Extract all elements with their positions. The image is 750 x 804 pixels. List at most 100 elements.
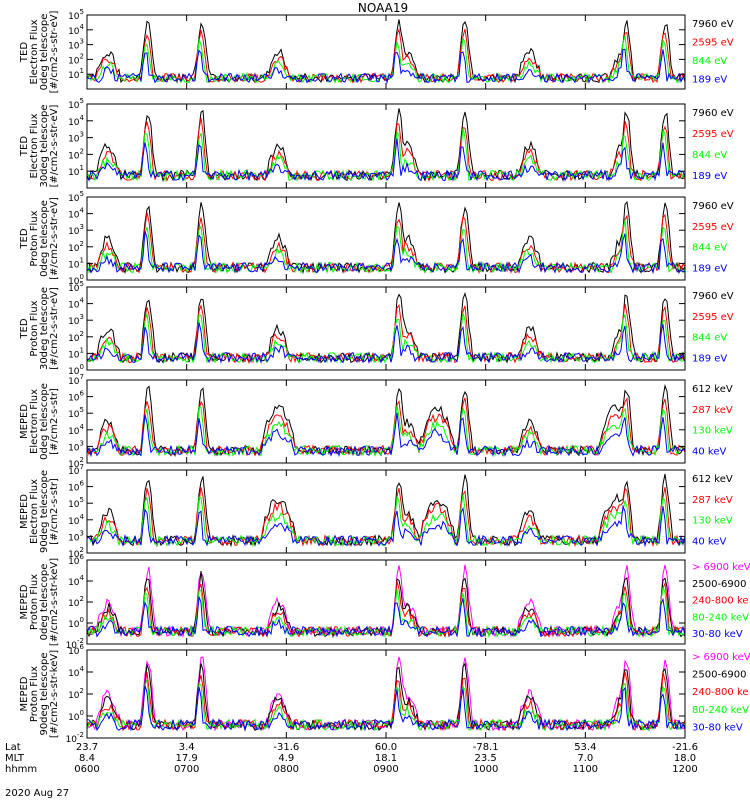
y-tick-exponent: 4 bbox=[80, 207, 85, 215]
legend-entry: 7960 eV bbox=[692, 291, 734, 302]
y-tick-label: 106 bbox=[68, 390, 84, 404]
plot-area bbox=[86, 19, 686, 85]
y-axis-label-line: 0deg telescope bbox=[39, 564, 50, 641]
legend-entry: 287 keV bbox=[692, 405, 733, 416]
y-tick-exponent: 5 bbox=[80, 190, 84, 198]
y-axis-label: MEPEDProton Flux0deg telescope[#/cm2-s-s… bbox=[19, 558, 60, 646]
y-tick-exponent: 3 bbox=[80, 313, 84, 321]
series-5-line bbox=[86, 596, 686, 638]
y-axis-label-line: 30deg telescope bbox=[39, 287, 50, 370]
legend-entry: 189 eV bbox=[692, 353, 727, 364]
y-axis-label: TEDElectron Flux0deg telescope[#/cm2-s-s… bbox=[19, 11, 60, 94]
y-tick-exponent: 3 bbox=[80, 38, 84, 46]
series-1-line bbox=[86, 108, 686, 183]
y-tick-exponent: 5 bbox=[80, 280, 84, 288]
y-axis-label-line: TED bbox=[19, 42, 30, 63]
y-tick-label: 104 bbox=[68, 207, 84, 221]
y-axis-label: MEPEDElectron Flux90deg telescope[#/cm2-… bbox=[19, 470, 60, 553]
plot-area bbox=[86, 564, 686, 639]
y-tick-label: 103 bbox=[68, 313, 84, 327]
y-tick-label: 103 bbox=[68, 38, 84, 52]
y-tick-exponent: 2 bbox=[80, 456, 84, 464]
legend-entry: 80-240 keV bbox=[692, 612, 749, 623]
y-tick-exponent: 3 bbox=[80, 529, 84, 537]
y-tick-label: 101 bbox=[68, 256, 84, 270]
legend-entry: 130 keV bbox=[692, 516, 733, 527]
y-axis-label: MEPEDElectron Flux0deg telescope[#/cm2-s… bbox=[19, 383, 60, 460]
axis-row-value: 0700 bbox=[174, 764, 199, 775]
legend-entry: 7960 eV bbox=[692, 108, 734, 119]
y-tick-exponent: -2 bbox=[77, 637, 84, 645]
series-4-line bbox=[86, 231, 686, 275]
y-axis-label: MEPEDProton Flux90deg telescope[#/cm2-s-… bbox=[19, 650, 60, 738]
axis-row-value: 17.9 bbox=[176, 753, 198, 764]
y-axis-label-line: Proton Flux bbox=[29, 210, 40, 266]
plot-area bbox=[86, 656, 686, 732]
y-tick-label: 101 bbox=[68, 67, 84, 81]
axis-row-value: 0900 bbox=[373, 764, 398, 775]
y-axis-label-line: Electron Flux bbox=[29, 389, 40, 454]
axis-row-value: 1200 bbox=[672, 764, 697, 775]
y-axis-label-line: 30deg telescope bbox=[39, 104, 50, 187]
legend-entry: 40 keV bbox=[692, 446, 726, 457]
y-axis-label-line: [#/cm2-s-str] bbox=[49, 388, 60, 455]
y-tick-label: 102 bbox=[68, 240, 84, 254]
y-axis-label-line: 0deg telescope bbox=[39, 383, 50, 460]
y-tick-exponent: 6 bbox=[80, 553, 85, 561]
y-tick-label: 102 bbox=[68, 52, 84, 66]
y-tick-label: 102 bbox=[68, 687, 84, 701]
axis-row-value: 0800 bbox=[274, 764, 299, 775]
y-axis-label-line: MEPED bbox=[19, 676, 30, 711]
y-tick-exponent: 1 bbox=[80, 164, 84, 172]
legend-entry: 844 eV bbox=[692, 150, 727, 161]
legend-entry: 189 eV bbox=[692, 263, 727, 274]
y-tick-exponent: 2 bbox=[80, 546, 84, 554]
legend-entry: > 6900 keV bbox=[692, 652, 750, 663]
legend-entry: 287 keV bbox=[692, 495, 733, 506]
y-tick-exponent: 1 bbox=[80, 256, 84, 264]
y-tick-exponent: 3 bbox=[80, 439, 84, 447]
y-axis-label-line: 90deg telescope bbox=[39, 470, 50, 553]
series-1-line bbox=[86, 473, 686, 548]
y-axis-label-line: TED bbox=[19, 318, 30, 339]
y-axis-label-line: 0deg telescope bbox=[39, 14, 50, 91]
series-2-line bbox=[86, 303, 686, 365]
x-axis-labels: Lat 23.7 3.4 -31.6 60.0 -78.1 53.4 -21.6 MLT 8.4 1… bbox=[5, 742, 698, 775]
y-axis-label-line: Electron Flux bbox=[29, 479, 40, 544]
series-4-line bbox=[86, 679, 686, 732]
y-tick-label: 104 bbox=[68, 423, 84, 437]
legend-entry: 2595 eV bbox=[692, 222, 734, 233]
axis-row-label: Lat bbox=[5, 742, 21, 753]
legend-entry: 2500-6900 bbox=[692, 579, 747, 590]
series-3-line bbox=[86, 35, 686, 84]
y-axis-label-line: Proton Flux bbox=[29, 300, 40, 356]
panel-frame bbox=[86, 196, 686, 281]
legend-entry: 844 eV bbox=[692, 333, 727, 344]
y-tick-label: 100 bbox=[68, 616, 84, 630]
legend-entry: 844 eV bbox=[692, 56, 727, 67]
y-tick-exponent: 2 bbox=[80, 240, 84, 248]
y-tick-exponent: 0 bbox=[80, 363, 84, 371]
axis-row-value: 4.9 bbox=[278, 753, 294, 764]
series-3-line bbox=[86, 219, 686, 275]
plot-area bbox=[86, 292, 686, 365]
plot-area bbox=[86, 384, 686, 458]
date-label: 2020 Aug 27 bbox=[5, 788, 69, 799]
y-tick-exponent: 7 bbox=[80, 463, 84, 471]
y-tick-exponent: 1 bbox=[80, 346, 84, 354]
y-tick-label: 103 bbox=[68, 439, 84, 453]
axis-row-value: 0600 bbox=[74, 764, 99, 775]
y-tick-exponent: 2 bbox=[80, 52, 84, 60]
axis-row-value: 8.4 bbox=[79, 753, 95, 764]
y-tick-exponent: 2 bbox=[80, 147, 84, 155]
plot-area bbox=[86, 200, 686, 275]
y-axis-label-line: [#/cm2-s-str] bbox=[49, 478, 60, 545]
y-axis-label: TEDProton Flux30deg telescope[#/cm2-s-st… bbox=[19, 287, 60, 370]
y-tick-exponent: 5 bbox=[80, 406, 84, 414]
legend-entry: 30-80 keV bbox=[692, 722, 743, 733]
y-axis-label-line: MEPED bbox=[19, 584, 30, 619]
y-axis-label-line: [#/cm2-s-str-eV] bbox=[49, 287, 60, 370]
y-axis-label-line: TED bbox=[19, 228, 30, 249]
y-tick-exponent: 4 bbox=[80, 23, 85, 31]
